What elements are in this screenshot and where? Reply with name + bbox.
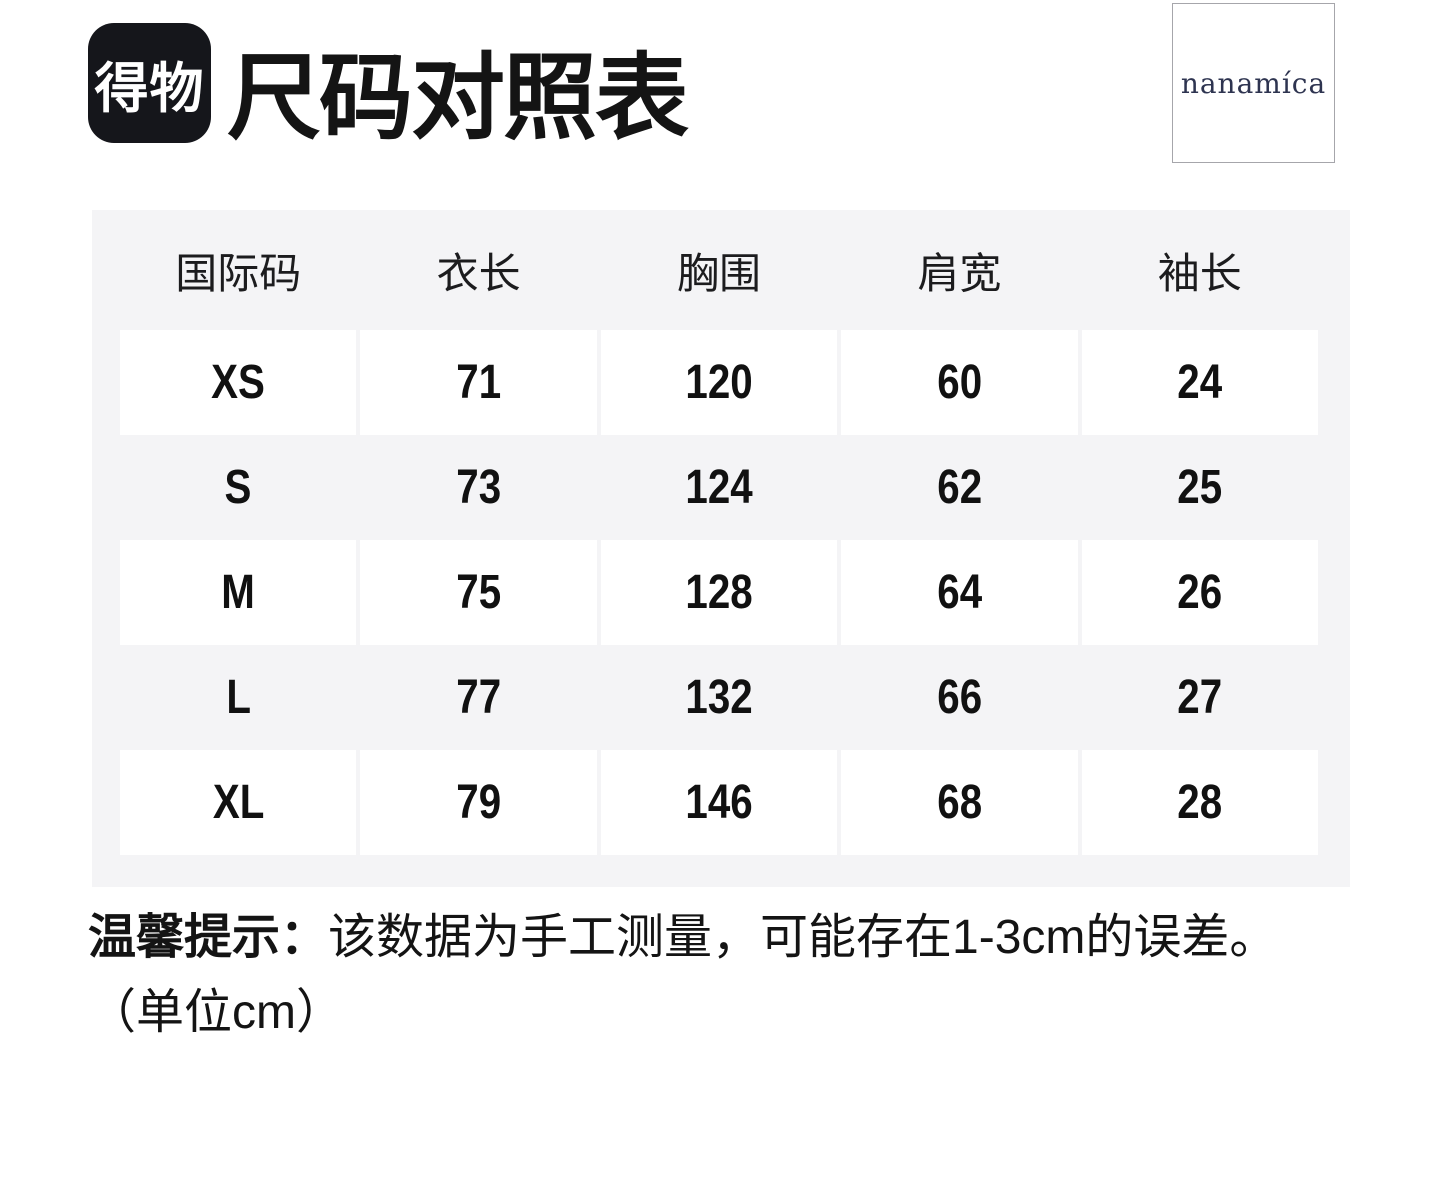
- table-row: XL 79 146 68 28: [120, 750, 1318, 855]
- cell-text: XS: [211, 356, 266, 409]
- cell-text: 73: [456, 461, 502, 514]
- value-cell: 62: [841, 435, 1077, 540]
- cell-text: S: [224, 461, 252, 514]
- column-header: 衣长: [436, 249, 521, 297]
- value-cell: 60: [841, 330, 1078, 435]
- cell-text: 62: [936, 461, 982, 514]
- notice-prefix: 温馨提示：: [88, 911, 329, 964]
- dewu-logo-text: 得物: [94, 58, 205, 119]
- measurement-notice: 温馨提示：该数据为手工测量，可能存在1-3cm的误差。: [88, 900, 1388, 975]
- cell-text: M: [221, 566, 255, 619]
- cell-text: L: [225, 671, 251, 724]
- value-cell: 124: [601, 435, 837, 540]
- size-cell: M: [120, 540, 357, 645]
- column-header: 国际码: [175, 249, 302, 297]
- cell-text: 79: [456, 776, 502, 829]
- unit-note: （单位cm）: [88, 986, 344, 1039]
- value-cell: 73: [360, 435, 596, 540]
- size-cell: L: [120, 645, 356, 750]
- value-cell: 146: [600, 750, 838, 855]
- table-row: XS 71 120 60 24: [120, 330, 1318, 435]
- value-cell: 28: [1081, 750, 1318, 855]
- value-cell: 120: [600, 330, 838, 435]
- cell-text: 71: [456, 356, 502, 409]
- cell-text: 132: [685, 671, 753, 724]
- brand-logo-text: nanamíca: [1180, 66, 1327, 100]
- size-cell: XL: [120, 750, 357, 855]
- cell-text: 64: [936, 566, 982, 619]
- value-cell: 64: [841, 540, 1078, 645]
- cell-text: 66: [936, 671, 982, 724]
- table-row: M 75 128 64 26: [120, 540, 1318, 645]
- column-header: 胸围: [676, 249, 761, 297]
- value-cell: 75: [360, 540, 597, 645]
- value-cell: 24: [1081, 330, 1318, 435]
- brand-logo-nanamica: nanamíca: [1172, 3, 1335, 163]
- cell-text: 146: [685, 776, 753, 829]
- size-cell: S: [120, 435, 356, 540]
- table-row: S 73 124 62 25: [120, 435, 1318, 540]
- table-row: L 77 132 66 27: [120, 645, 1318, 750]
- cell-text: 77: [456, 671, 502, 724]
- value-cell: 71: [360, 330, 597, 435]
- column-header: 肩宽: [917, 249, 1002, 297]
- cell-text: 60: [936, 356, 982, 409]
- cell-text: 27: [1177, 671, 1223, 724]
- footer-note: 温馨提示：该数据为手工测量，可能存在1-3cm的误差。 （单位cm）: [88, 900, 1388, 1050]
- value-cell: 79: [360, 750, 597, 855]
- cell-text: 128: [685, 566, 753, 619]
- page-title: 尺码对照表: [227, 45, 689, 150]
- value-cell: 68: [841, 750, 1078, 855]
- cell-text: XL: [212, 776, 264, 829]
- size-cell: XS: [120, 330, 357, 435]
- table-header-row: 国际码 衣长 胸围 肩宽 袖长: [120, 210, 1318, 330]
- value-cell: 77: [360, 645, 596, 750]
- cell-text: 28: [1177, 776, 1223, 829]
- cell-text: 25: [1177, 461, 1223, 514]
- notice-body: 该数据为手工测量，可能存在1-3cm的误差。: [328, 911, 1278, 964]
- column-header: 袖长: [1157, 249, 1242, 297]
- table-body: XS 71 120 60 24 S 73 124 62 25 M 75 128 64 26 L 77 132 66 2…: [120, 330, 1318, 855]
- cell-text: 120: [685, 356, 753, 409]
- cell-text: 26: [1177, 566, 1223, 619]
- value-cell: 25: [1082, 435, 1318, 540]
- dewu-app-logo: 得物: [88, 23, 211, 143]
- cell-text: 75: [456, 566, 502, 619]
- value-cell: 27: [1082, 645, 1318, 750]
- cell-text: 124: [685, 461, 753, 514]
- value-cell: 128: [600, 540, 838, 645]
- value-cell: 66: [841, 645, 1077, 750]
- value-cell: 132: [601, 645, 837, 750]
- cell-text: 68: [936, 776, 982, 829]
- size-chart-table: 国际码 衣长 胸围 肩宽 袖长 XS 71 120 60 24 S 73 124 62 25 M 75 128 6…: [92, 210, 1350, 887]
- cell-text: 24: [1177, 356, 1223, 409]
- value-cell: 26: [1081, 540, 1318, 645]
